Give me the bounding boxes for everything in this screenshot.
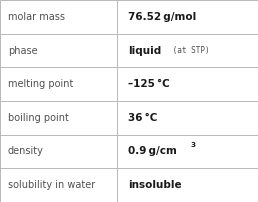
Text: solubility in water: solubility in water — [8, 180, 95, 190]
Text: 0.9 g/cm: 0.9 g/cm — [128, 146, 176, 157]
Text: 3: 3 — [191, 142, 196, 148]
Text: boiling point: boiling point — [8, 113, 69, 123]
Text: phase: phase — [8, 45, 37, 56]
Text: insoluble: insoluble — [128, 180, 181, 190]
Text: 36 °C: 36 °C — [128, 113, 157, 123]
Text: melting point: melting point — [8, 79, 73, 89]
Text: 76.52 g/mol: 76.52 g/mol — [128, 12, 196, 22]
Text: (at STP): (at STP) — [168, 46, 209, 55]
Text: –125 °C: –125 °C — [128, 79, 170, 89]
Text: molar mass: molar mass — [8, 12, 65, 22]
Text: liquid: liquid — [128, 45, 161, 56]
Text: density: density — [8, 146, 44, 157]
